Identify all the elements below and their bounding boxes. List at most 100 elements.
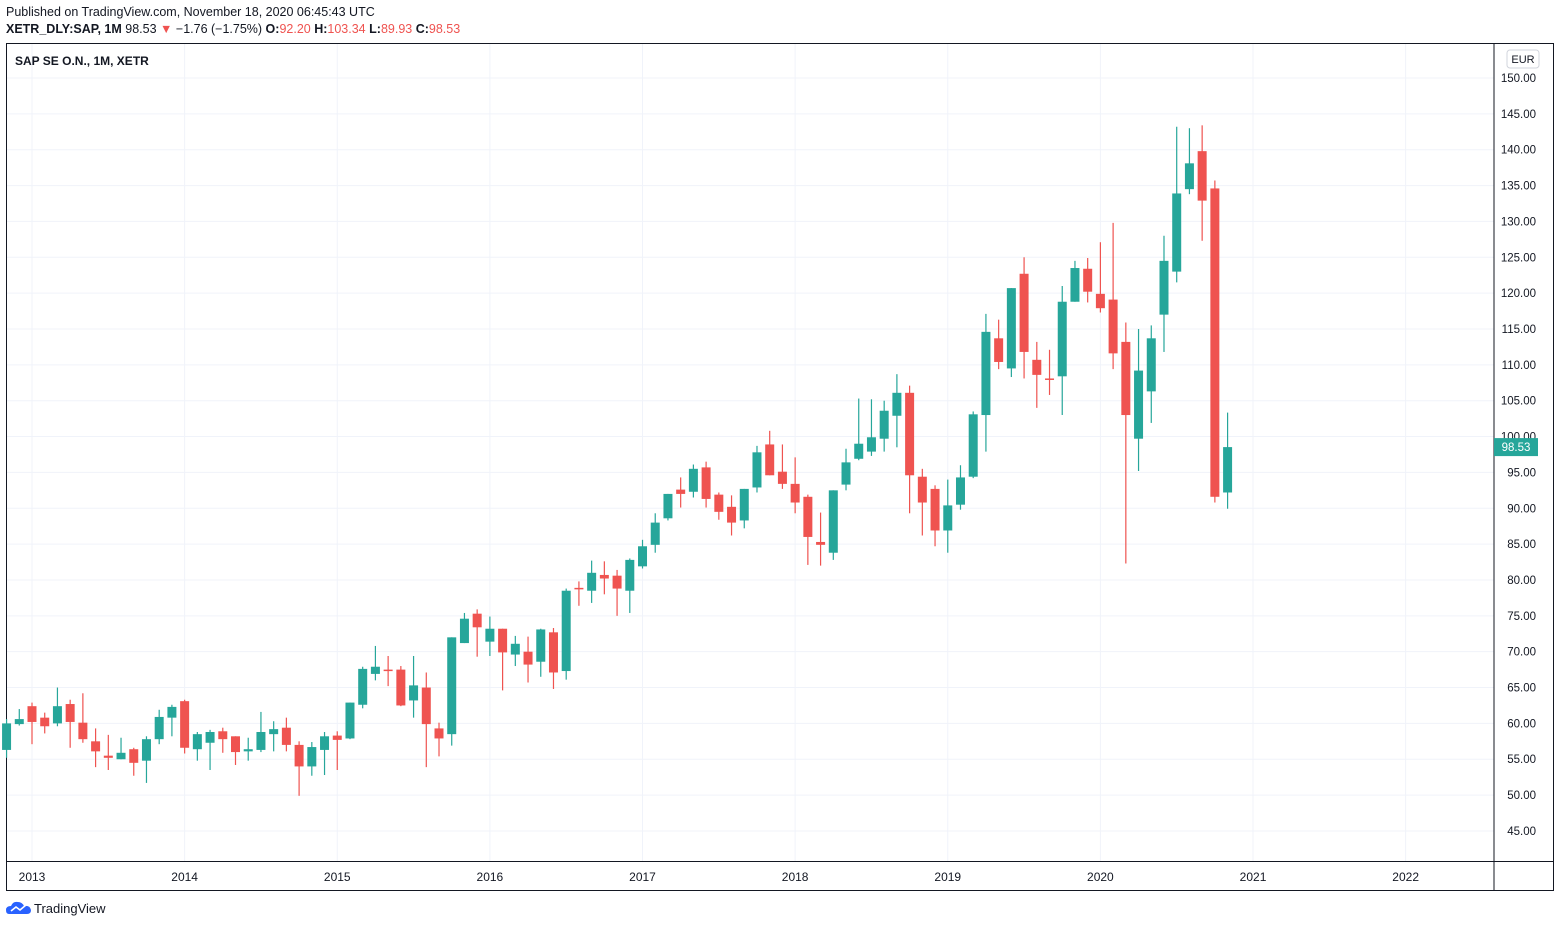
candle-body xyxy=(1134,370,1144,439)
candle xyxy=(612,569,622,616)
candle-body xyxy=(790,483,800,503)
candle xyxy=(116,737,126,760)
candle xyxy=(294,741,304,796)
candle-body xyxy=(1184,163,1194,190)
candle-body xyxy=(727,506,737,523)
candle-body xyxy=(320,736,330,750)
candle-body xyxy=(129,749,139,763)
candle xyxy=(370,645,380,681)
candle xyxy=(180,699,190,754)
y-tick-label: 90.00 xyxy=(1507,503,1536,515)
candle xyxy=(548,628,558,689)
candle xyxy=(409,655,419,718)
y-tick-label: 145.00 xyxy=(1501,109,1536,121)
y-tick-label: 60.00 xyxy=(1507,718,1536,730)
candle xyxy=(981,313,991,452)
candle-body xyxy=(1121,341,1131,416)
candle xyxy=(421,672,431,768)
candle-body xyxy=(1210,188,1220,497)
x-tick-label: 2017 xyxy=(629,870,656,884)
price-change: −1.76 (−1.75%) xyxy=(175,22,263,36)
y-tick-label: 45.00 xyxy=(1507,826,1536,838)
candle-body xyxy=(663,493,673,519)
candle xyxy=(498,628,508,691)
candle xyxy=(866,399,876,456)
y-tick-label: 115.00 xyxy=(1502,324,1536,336)
candle xyxy=(510,635,520,667)
close-label: C: xyxy=(415,22,429,36)
chart-frame[interactable] xyxy=(6,43,1554,891)
x-tick-label: 2014 xyxy=(171,870,198,884)
candle-body xyxy=(294,744,304,767)
candle-body xyxy=(345,702,355,739)
last-price: 98.53 xyxy=(125,22,157,36)
candle xyxy=(281,717,291,752)
y-tick-label: 130.00 xyxy=(1501,216,1536,228)
candle-body xyxy=(599,574,609,579)
candle-body xyxy=(396,669,406,706)
candle-body xyxy=(332,735,342,740)
candle-body xyxy=(383,669,393,672)
candle-body xyxy=(205,731,215,743)
candle xyxy=(434,722,444,757)
candle xyxy=(14,709,24,726)
candle-body xyxy=(27,706,37,722)
candle-body xyxy=(765,444,775,476)
candle xyxy=(625,558,635,613)
candle-body xyxy=(40,717,50,727)
candle-body xyxy=(78,722,88,740)
candle xyxy=(345,702,355,740)
candle xyxy=(752,445,762,493)
candle xyxy=(943,479,953,553)
candle-body xyxy=(1045,378,1055,380)
candle-body xyxy=(103,755,113,758)
candle xyxy=(1057,285,1067,416)
candle xyxy=(396,666,406,707)
candle xyxy=(1172,126,1182,283)
symbol-name: XETR_DLY:SAP, 1M xyxy=(6,22,122,36)
candle xyxy=(1210,180,1220,503)
candle xyxy=(2,719,12,758)
y-tick-label: 125.00 xyxy=(1501,252,1536,264)
candle xyxy=(78,693,88,743)
candle xyxy=(320,731,330,776)
candle xyxy=(205,729,215,771)
last-price-badge xyxy=(1494,438,1538,457)
candle xyxy=(231,736,241,765)
symbol-info-bar: XETR_DLY:SAP, 1M 98.53 ▼ −1.76 (−1.75%) … xyxy=(6,22,460,36)
candle xyxy=(27,702,37,745)
candle xyxy=(587,560,597,603)
candle-body xyxy=(561,590,571,672)
candle-body xyxy=(307,747,317,767)
candle xyxy=(650,513,660,553)
candle-body xyxy=(803,496,813,537)
tradingview-logo[interactable]: TradingView xyxy=(6,900,106,916)
candle-body xyxy=(777,471,787,484)
candle-body xyxy=(141,739,151,761)
candle-body xyxy=(1057,301,1067,377)
candle-body xyxy=(358,668,368,705)
x-tick-label: 2022 xyxy=(1392,870,1419,884)
candle-body xyxy=(2,723,12,750)
candle xyxy=(777,444,787,489)
candle-body xyxy=(968,414,978,477)
currency-badge[interactable] xyxy=(1506,49,1540,69)
candle xyxy=(218,727,228,753)
candle-body xyxy=(269,729,279,735)
candle-body xyxy=(752,452,762,488)
candle-body xyxy=(714,494,724,512)
candle-body xyxy=(256,731,266,750)
candle xyxy=(955,465,965,510)
candle xyxy=(714,492,724,520)
candle-body xyxy=(879,410,889,439)
y-tick-label: 105.00 xyxy=(1501,396,1536,408)
candle xyxy=(828,490,838,560)
candle-body xyxy=(841,462,851,485)
candle xyxy=(1223,412,1233,509)
candle-body xyxy=(434,728,444,739)
y-tick-label: 65.00 xyxy=(1507,683,1536,695)
candle-body xyxy=(167,706,177,718)
y-tick-label: 70.00 xyxy=(1507,647,1536,659)
candle xyxy=(243,737,253,761)
